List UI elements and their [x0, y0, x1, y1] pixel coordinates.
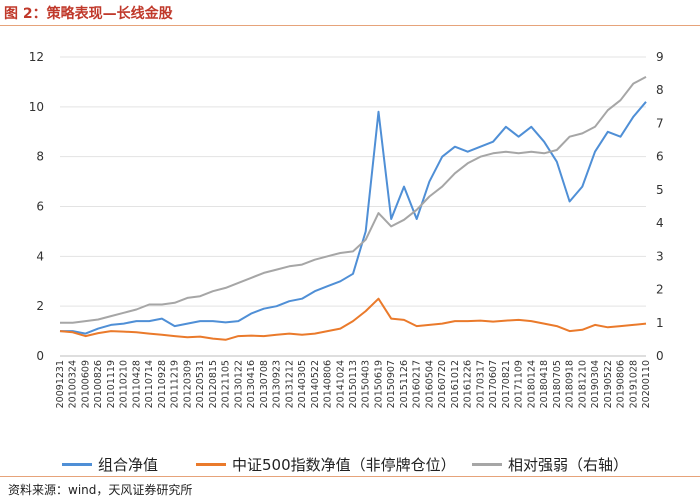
- y-right-tick-label: 1: [656, 316, 664, 330]
- x-tick-label: 20171109: [514, 360, 525, 408]
- x-tick-label: 20190522: [603, 360, 614, 408]
- x-tick-label: 20100826: [93, 360, 104, 408]
- x-tick-label: 20110428: [131, 360, 142, 408]
- legend-swatch-csi500: [196, 463, 226, 466]
- y-right-tick-label: 7: [656, 116, 664, 130]
- y-left-tick-label: 8: [36, 150, 44, 164]
- x-tick-label: 20160217: [412, 360, 423, 408]
- x-tick-label: 20180124: [526, 360, 537, 408]
- y-right-tick-label: 0: [656, 349, 664, 363]
- legend-item-csi500: 中证500指数净值（非停牌仓位）: [196, 454, 456, 475]
- x-tick-label: 20110714: [144, 360, 155, 408]
- x-tick-label: 20180705: [552, 360, 563, 408]
- series-line-1: [59, 297, 647, 341]
- x-tick-label: 20161012: [450, 360, 461, 408]
- x-tick-label: 20150619: [373, 360, 384, 408]
- y-right-tick-label: 9: [656, 50, 664, 64]
- legend-item-portfolio: 组合净值: [62, 454, 158, 475]
- x-tick-label: 20190304: [590, 360, 601, 408]
- x-tick-label: 20140305: [297, 360, 308, 408]
- x-tick-label: 20121105: [221, 360, 232, 408]
- footer-divider: [0, 476, 700, 477]
- chart-legend: 组合净值 中证500指数净值（非停牌仓位） 相对强弱（右轴）: [0, 454, 700, 476]
- x-tick-label: 20120815: [208, 360, 219, 408]
- y-left-tick-label: 2: [36, 299, 44, 313]
- x-tick-label: 20180418: [539, 360, 550, 408]
- x-tick-label: 20130122: [233, 360, 244, 408]
- x-tick-label: 20130708: [259, 360, 270, 408]
- x-tick-label: 20200110: [641, 360, 652, 408]
- x-tick-label: 20110210: [119, 360, 130, 408]
- y-left-tick-label: 0: [36, 349, 44, 363]
- chart-area: 0 2 4 6 8 10 12 0 1 2 3 4 5 6 7 8 9 20091231 20100324 20100…: [0, 26, 700, 476]
- y-right-tick-label: 5: [656, 183, 664, 197]
- x-tick-label: 20100324: [68, 360, 79, 408]
- x-tick-label: 20160504: [424, 360, 435, 408]
- y-right-tick-label: 2: [656, 283, 664, 297]
- x-tick-label: 20181210: [577, 360, 588, 408]
- legend-swatch-portfolio: [62, 463, 92, 466]
- x-tick-label: 20141024: [335, 360, 346, 408]
- series-line-0: [60, 101, 647, 335]
- figure-header: 图 2：策略表现—长线金股: [0, 0, 700, 26]
- legend-item-relative: 相对强弱（右轴）: [472, 454, 628, 475]
- x-tick-label: 20191028: [628, 360, 639, 408]
- y-right-tick-label: 4: [656, 216, 664, 230]
- x-tick-label: 20101119: [106, 360, 117, 408]
- y-left-tick-label: 4: [36, 249, 44, 263]
- x-tick-label: 20091231: [55, 360, 66, 408]
- x-tick-label: 20100609: [80, 360, 91, 408]
- x-tick-label: 20150113: [348, 360, 359, 408]
- figure-title: 图 2：策略表现—长线金股: [4, 6, 173, 22]
- x-tick-label: 20140806: [323, 360, 334, 408]
- x-tick-label: 20160720: [437, 360, 448, 408]
- source-note: 资料来源：wind，天风证券研究所: [8, 483, 193, 497]
- legend-label-portfolio: 组合净值: [98, 456, 159, 474]
- x-tick-label: 20170821: [501, 360, 512, 408]
- x-tick-label: 20151126: [399, 360, 410, 408]
- y-left-tick-label: 12: [29, 50, 44, 64]
- x-tick-label: 20150907: [386, 360, 397, 408]
- legend-label-relative: 相对强弱（右轴）: [508, 456, 629, 474]
- x-tick-label: 20120531: [195, 360, 206, 408]
- x-tick-label: 20150403: [361, 360, 372, 408]
- y-left-tick-label: 6: [36, 200, 44, 214]
- x-tick-label: 20170317: [475, 360, 486, 408]
- x-tick-label: 20131212: [284, 360, 295, 408]
- x-tick-label: 20110928: [157, 360, 168, 408]
- x-tick-label: 20170607: [488, 360, 499, 408]
- x-tick-label: 20161226: [463, 360, 474, 408]
- x-tick-label: 20180918: [565, 360, 576, 408]
- y-right-tick-label: 6: [656, 150, 664, 164]
- y-right-tick-label: 8: [656, 83, 664, 97]
- legend-swatch-relative: [472, 463, 502, 466]
- x-tick-label: 20130923: [272, 360, 283, 408]
- series-line-2: [60, 76, 647, 324]
- x-tick-label: 20190806: [616, 360, 627, 408]
- x-tick-label: 20120309: [182, 360, 193, 408]
- x-tick-label: 20130416: [246, 360, 257, 408]
- legend-label-csi500: 中证500指数净值（非停牌仓位）: [232, 456, 456, 474]
- y-right-tick-label: 3: [656, 249, 664, 263]
- x-tick-label: 20140522: [310, 360, 321, 408]
- x-tick-label: 20111219: [170, 360, 181, 408]
- y-left-tick-label: 10: [29, 100, 44, 114]
- title-divider: [0, 25, 700, 26]
